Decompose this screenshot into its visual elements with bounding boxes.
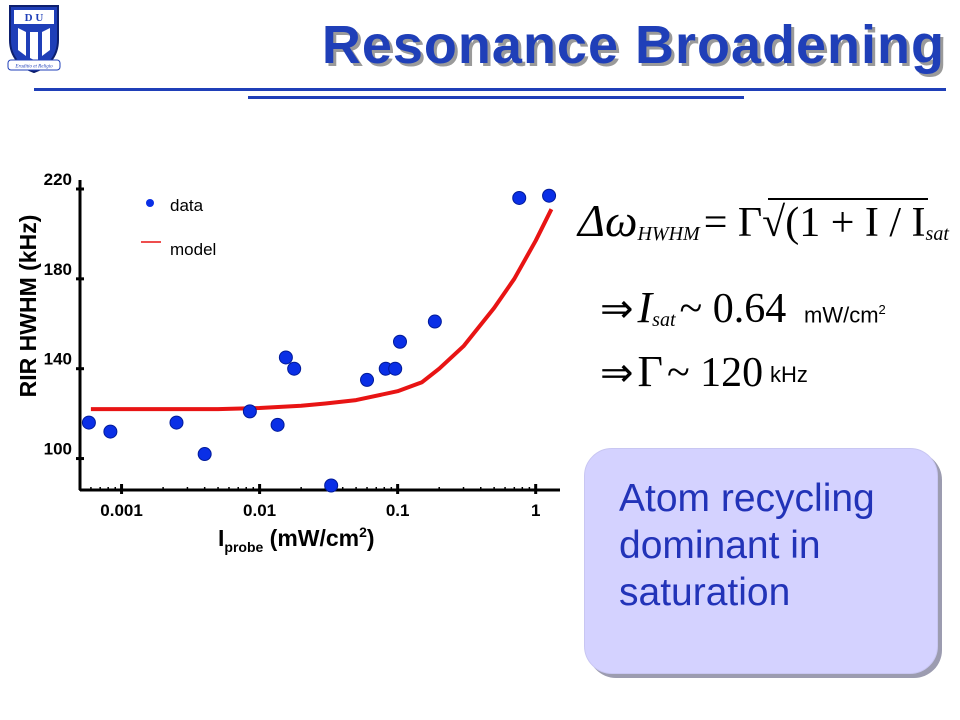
data-point — [103, 424, 118, 439]
sqrt-overbar — [768, 198, 928, 200]
chart-data-series — [81, 188, 557, 493]
data-point — [427, 314, 442, 329]
data-point — [512, 190, 527, 205]
isat-subscript: sat — [652, 309, 676, 332]
isat-value: ~ 0.64 — [679, 286, 787, 332]
title-underline-long — [34, 88, 946, 91]
isat-unit-text: mW/cm — [804, 302, 879, 328]
chart-axis-labels: RIR HWHM (kHz) Iprobe (mW/cm2) — [15, 215, 375, 555]
hwhm-equation: ΔωHWHM = Γ√(1 + I / Isat — [578, 194, 949, 247]
data-point — [81, 415, 96, 430]
hwhm-rhs-subscript: sat — [925, 223, 949, 246]
logo-motto: Eruditio et Religio — [14, 65, 53, 70]
data-point — [388, 361, 403, 376]
data-point — [169, 415, 184, 430]
data-point — [324, 478, 339, 493]
x-tick-label: 1 — [531, 501, 540, 520]
y-tick-label: 100 — [44, 440, 72, 459]
x-tick-label: 0.01 — [243, 501, 276, 520]
hwhm-subscript: HWHM — [637, 223, 700, 246]
gamma-symbol: Γ — [637, 347, 663, 396]
y-tick-label: 220 — [44, 170, 72, 189]
data-point — [542, 188, 557, 203]
x-tick-label: 0.1 — [386, 501, 410, 520]
data-point — [270, 417, 285, 432]
implies-arrow: ⇒ — [600, 286, 634, 331]
title-underline-short — [248, 96, 744, 99]
university-shield-logo: D U Eruditio et Religio — [7, 5, 61, 74]
isat-symbol: I — [637, 283, 653, 332]
data-point — [287, 361, 302, 376]
model-curve — [90, 208, 554, 412]
implies-arrow-2: ⇒ — [600, 350, 634, 395]
slide-title: Resonance Broadening — [321, 15, 945, 75]
conclusion-callout: Atom recycling dominant in saturation — [584, 448, 938, 674]
isat-unit: mW/cm2 — [804, 302, 886, 328]
gamma-value: ~ 120 — [666, 350, 764, 396]
data-point — [278, 350, 293, 365]
data-point — [392, 334, 407, 349]
legend-model-label: model — [170, 240, 216, 259]
data-point — [242, 404, 257, 419]
x-tick-label: 0.001 — [100, 501, 143, 520]
y-tick-label: 140 — [44, 350, 72, 369]
gamma-unit: kHz — [770, 362, 808, 387]
x-axis-label: Iprobe (mW/cm2) — [218, 524, 375, 555]
gamma-result: ⇒ Γ ~ 120 — [600, 346, 763, 397]
legend-data-marker — [146, 199, 154, 207]
chart-model-series — [90, 208, 554, 412]
legend-data-label: data — [170, 196, 204, 215]
isat-result: ⇒ Isat ~ 0.64 — [600, 282, 786, 333]
data-point — [197, 447, 212, 462]
chart-axes: 100 140 180 220 0.001 0.01 0.1 1 — [44, 170, 560, 520]
logo-letters: D U — [25, 12, 44, 24]
y-tick-label: 180 — [44, 260, 72, 279]
resonance-broadening-chart: 100 140 180 220 0.001 0.01 0.1 1 data model RIR … — [15, 170, 560, 555]
chart-legend: data model — [141, 196, 216, 259]
conclusion-text: Atom recycling dominant in saturation — [619, 477, 875, 614]
hwhm-rhs: = Γ√(1 + I / I — [703, 200, 926, 246]
y-axis-label: RIR HWHM (kHz) — [15, 215, 41, 398]
data-point — [360, 372, 375, 387]
isat-unit-sup: 2 — [878, 302, 886, 317]
hwhm-symbol: Δω — [578, 195, 638, 246]
